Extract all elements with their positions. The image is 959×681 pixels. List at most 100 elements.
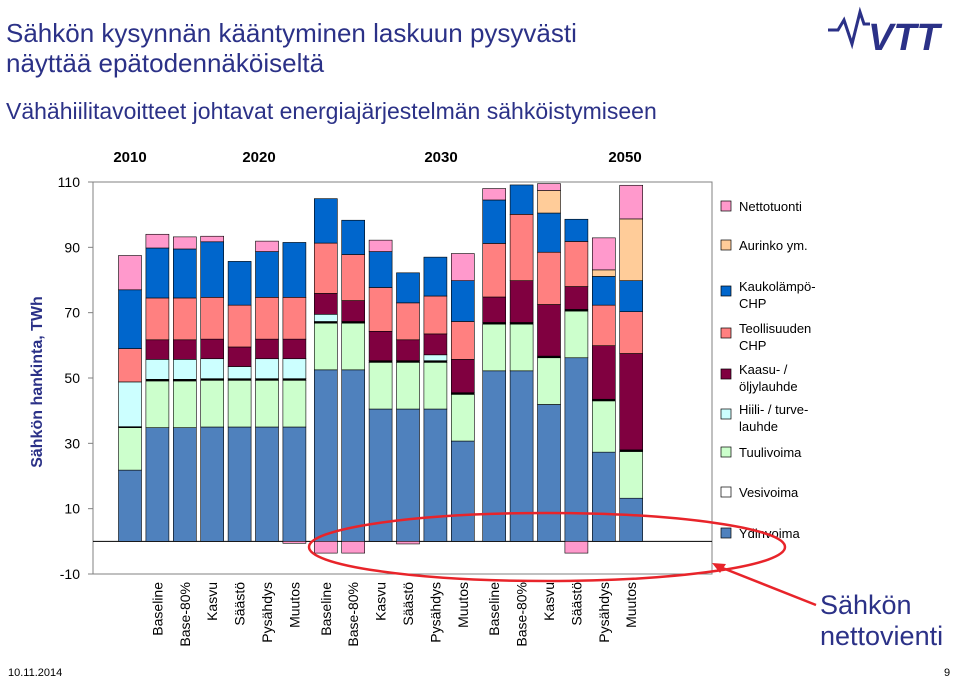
vtt-logo-text: VTT [868,17,943,56]
bar-segment [450,280,475,322]
bar-segment [450,394,475,442]
bar-segment [450,359,475,394]
bar-segment [368,362,393,410]
bar-segment [255,338,279,360]
bar-segment [423,256,448,297]
bar-segment [255,240,279,252]
bar-segment [173,339,197,360]
bar-segment [423,408,448,542]
category-label: Kasvu [204,582,220,621]
bar-segment [145,427,170,542]
legend-label: Teollisuuden [739,321,811,336]
legend-swatch [720,327,732,339]
bar-segment [227,261,252,306]
net-export-arrow-line [719,565,817,607]
bar-segment [282,358,307,379]
y-tick-label: 50 [64,370,80,386]
bar-segment [368,287,393,332]
bar-segment [200,338,224,360]
category-labels: Baseline Base-80% Kasvu Säästö Pysähdys Muuto… [149,582,639,647]
bar-segment [509,370,534,542]
bar-segment [368,239,393,252]
y-axis-title: Sähkön hankinta, TWh [29,296,46,468]
bar-segment [423,333,448,356]
bar-segment [537,190,561,214]
bar-segment [282,338,307,360]
legend-label: Tuulivoima [739,445,802,460]
bar-segment [619,184,644,220]
bar-segment [591,237,616,271]
bar-segment [396,362,420,410]
bar-segment [482,188,507,201]
bar-segment [313,322,338,371]
bar-segment [396,302,420,341]
bar-segment [173,297,197,341]
bar-segment [200,235,224,243]
bar-segment [313,198,338,244]
bar-segment [537,404,561,542]
bar-segment [619,497,644,542]
bar-segment [509,280,534,323]
bar-segment [200,379,224,428]
net-export-bar [282,541,307,544]
legend-swatch [720,200,732,212]
bar-segment [118,427,142,471]
net-export-bar [396,541,420,545]
bar-segment [591,400,616,453]
bar-segment [368,330,393,361]
category-label: Pysähdys [259,582,275,643]
category-label: Baseline [486,582,502,636]
legend-label: Kaukolämpö- [739,279,816,294]
bar-segment [118,348,142,383]
bar-segment [227,304,252,348]
category-label: Muutos [623,582,639,628]
bar-segment [509,184,534,215]
legend-label: CHP [739,338,766,353]
bar-segment [619,311,644,354]
bar-segment [509,323,534,372]
bar-segment [255,426,279,542]
net-export-bar [341,541,366,554]
bar-segment [396,272,420,304]
bar-segment [282,379,307,428]
bar-segment [591,269,616,277]
bar-segment [619,451,644,499]
bar-segment [282,426,307,542]
bar-segment [537,357,561,405]
category-label: Muutos [286,582,302,628]
bar-segment [145,339,170,360]
bar-segment [423,354,448,361]
bar-segment [255,379,279,428]
footer-date: 10.11.2014 [8,667,63,679]
bar-segment [368,251,393,288]
y-tick-label: 10 [64,501,80,517]
bar-segment [423,362,448,410]
bar-segment [200,297,224,340]
year-label: 2020 [242,149,275,166]
bar-segment [227,346,252,367]
category-label: Kasvu [541,582,557,621]
net-export-callout: Sähkön nettovienti [820,590,943,652]
legend-label: öljylauhde [739,379,798,394]
bar-segment [509,214,534,281]
bar-segment [591,304,616,346]
slide-title-line2: näyttää epätodennäköiseltä [6,48,325,78]
bar-segment [591,345,616,400]
legend-label: lauhde [739,419,778,434]
bar-segment [619,353,644,451]
bar-segment [282,297,307,340]
y-tick-label: -10 [60,566,80,582]
bar-segment [118,469,142,542]
category-label: Muutos [455,582,471,628]
bar-segment [173,380,197,428]
vtt-logo-swoosh [828,6,870,50]
bar-segment [255,251,279,298]
y-tick-label: 110 [58,174,81,190]
bar-segment [591,276,616,306]
category-label: Base-80% [514,582,530,647]
bar-segment [173,427,197,542]
bar-segment [313,293,338,315]
net-export-bar [313,541,338,554]
bar-segment [564,310,589,359]
bar-segment [564,241,589,287]
